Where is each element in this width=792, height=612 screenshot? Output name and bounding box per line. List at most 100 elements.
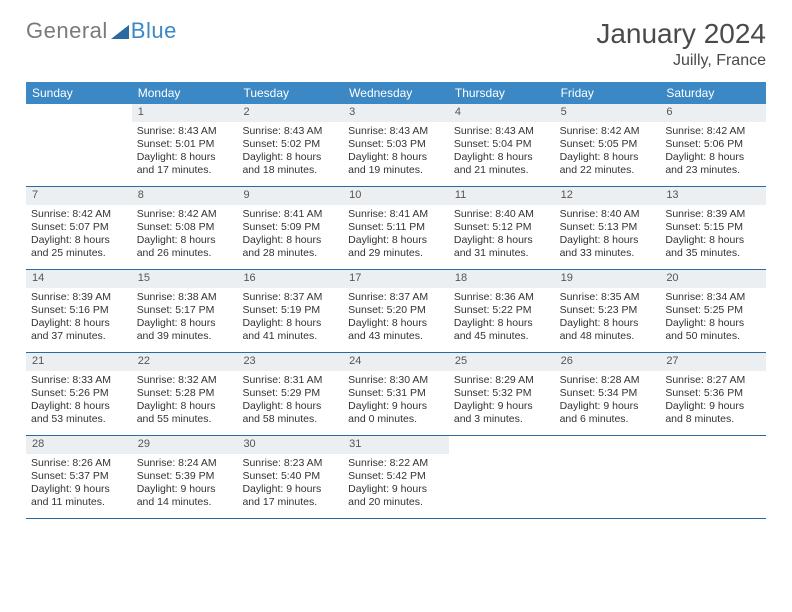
day-cell: 2Sunrise: 8:43 AMSunset: 5:02 PMDaylight… bbox=[237, 104, 343, 186]
sunset-text: Sunset: 5:42 PM bbox=[348, 470, 444, 483]
day-number: 22 bbox=[132, 353, 238, 371]
sunrise-text: Sunrise: 8:33 AM bbox=[31, 374, 127, 387]
sunrise-text: Sunrise: 8:29 AM bbox=[454, 374, 550, 387]
day-number: 17 bbox=[343, 270, 449, 288]
day-body: Sunrise: 8:23 AMSunset: 5:40 PMDaylight:… bbox=[237, 454, 343, 515]
daylight-text: Daylight: 8 hours and 37 minutes. bbox=[31, 317, 127, 343]
daylight-text: Daylight: 9 hours and 14 minutes. bbox=[137, 483, 233, 509]
sunrise-text: Sunrise: 8:37 AM bbox=[348, 291, 444, 304]
logo-text-left: General bbox=[26, 18, 108, 44]
daylight-text: Daylight: 8 hours and 21 minutes. bbox=[454, 151, 550, 177]
day-cell: 26Sunrise: 8:28 AMSunset: 5:34 PMDayligh… bbox=[555, 353, 661, 435]
daylight-text: Daylight: 9 hours and 8 minutes. bbox=[665, 400, 761, 426]
day-cell: 22Sunrise: 8:32 AMSunset: 5:28 PMDayligh… bbox=[132, 353, 238, 435]
day-cell: 8Sunrise: 8:42 AMSunset: 5:08 PMDaylight… bbox=[132, 187, 238, 269]
sunset-text: Sunset: 5:17 PM bbox=[137, 304, 233, 317]
weeks-container: 1Sunrise: 8:43 AMSunset: 5:01 PMDaylight… bbox=[26, 104, 766, 519]
day-body: Sunrise: 8:22 AMSunset: 5:42 PMDaylight:… bbox=[343, 454, 449, 515]
day-body: Sunrise: 8:42 AMSunset: 5:05 PMDaylight:… bbox=[555, 122, 661, 183]
sunrise-text: Sunrise: 8:22 AM bbox=[348, 457, 444, 470]
day-header: Monday bbox=[132, 82, 238, 104]
sunrise-text: Sunrise: 8:41 AM bbox=[242, 208, 338, 221]
day-body: Sunrise: 8:33 AMSunset: 5:26 PMDaylight:… bbox=[26, 371, 132, 432]
day-cell bbox=[555, 436, 661, 518]
sunrise-text: Sunrise: 8:28 AM bbox=[560, 374, 656, 387]
sunset-text: Sunset: 5:03 PM bbox=[348, 138, 444, 151]
sunrise-text: Sunrise: 8:39 AM bbox=[31, 291, 127, 304]
daylight-text: Daylight: 9 hours and 20 minutes. bbox=[348, 483, 444, 509]
page-title: January 2024 bbox=[596, 18, 766, 50]
day-body: Sunrise: 8:43 AMSunset: 5:02 PMDaylight:… bbox=[237, 122, 343, 183]
sunrise-text: Sunrise: 8:27 AM bbox=[665, 374, 761, 387]
daylight-text: Daylight: 8 hours and 50 minutes. bbox=[665, 317, 761, 343]
week-row: 14Sunrise: 8:39 AMSunset: 5:16 PMDayligh… bbox=[26, 270, 766, 353]
day-number: 9 bbox=[237, 187, 343, 205]
day-cell: 5Sunrise: 8:42 AMSunset: 5:05 PMDaylight… bbox=[555, 104, 661, 186]
day-cell bbox=[660, 436, 766, 518]
week-row: 7Sunrise: 8:42 AMSunset: 5:07 PMDaylight… bbox=[26, 187, 766, 270]
day-number: 3 bbox=[343, 104, 449, 122]
sunrise-text: Sunrise: 8:43 AM bbox=[137, 125, 233, 138]
day-cell: 31Sunrise: 8:22 AMSunset: 5:42 PMDayligh… bbox=[343, 436, 449, 518]
day-header: Wednesday bbox=[343, 82, 449, 104]
day-number: 1 bbox=[132, 104, 238, 122]
sunset-text: Sunset: 5:20 PM bbox=[348, 304, 444, 317]
sunset-text: Sunset: 5:04 PM bbox=[454, 138, 550, 151]
daylight-text: Daylight: 8 hours and 29 minutes. bbox=[348, 234, 444, 260]
day-cell: 6Sunrise: 8:42 AMSunset: 5:06 PMDaylight… bbox=[660, 104, 766, 186]
daylight-text: Daylight: 9 hours and 0 minutes. bbox=[348, 400, 444, 426]
day-body: Sunrise: 8:36 AMSunset: 5:22 PMDaylight:… bbox=[449, 288, 555, 349]
day-cell: 30Sunrise: 8:23 AMSunset: 5:40 PMDayligh… bbox=[237, 436, 343, 518]
sunset-text: Sunset: 5:40 PM bbox=[242, 470, 338, 483]
day-cell: 20Sunrise: 8:34 AMSunset: 5:25 PMDayligh… bbox=[660, 270, 766, 352]
day-number: 28 bbox=[26, 436, 132, 454]
daylight-text: Daylight: 8 hours and 25 minutes. bbox=[31, 234, 127, 260]
daylight-text: Daylight: 8 hours and 39 minutes. bbox=[137, 317, 233, 343]
sunset-text: Sunset: 5:15 PM bbox=[665, 221, 761, 234]
day-body: Sunrise: 8:43 AMSunset: 5:04 PMDaylight:… bbox=[449, 122, 555, 183]
day-number: 15 bbox=[132, 270, 238, 288]
day-cell bbox=[449, 436, 555, 518]
day-body: Sunrise: 8:37 AMSunset: 5:19 PMDaylight:… bbox=[237, 288, 343, 349]
day-number: 18 bbox=[449, 270, 555, 288]
day-body: Sunrise: 8:35 AMSunset: 5:23 PMDaylight:… bbox=[555, 288, 661, 349]
day-number: 19 bbox=[555, 270, 661, 288]
day-number: 6 bbox=[660, 104, 766, 122]
day-number: 2 bbox=[237, 104, 343, 122]
daylight-text: Daylight: 8 hours and 35 minutes. bbox=[665, 234, 761, 260]
day-cell: 18Sunrise: 8:36 AMSunset: 5:22 PMDayligh… bbox=[449, 270, 555, 352]
sunset-text: Sunset: 5:25 PM bbox=[665, 304, 761, 317]
daylight-text: Daylight: 8 hours and 41 minutes. bbox=[242, 317, 338, 343]
day-cell: 27Sunrise: 8:27 AMSunset: 5:36 PMDayligh… bbox=[660, 353, 766, 435]
daylight-text: Daylight: 8 hours and 26 minutes. bbox=[137, 234, 233, 260]
day-body: Sunrise: 8:28 AMSunset: 5:34 PMDaylight:… bbox=[555, 371, 661, 432]
day-body: Sunrise: 8:43 AMSunset: 5:03 PMDaylight:… bbox=[343, 122, 449, 183]
daylight-text: Daylight: 8 hours and 53 minutes. bbox=[31, 400, 127, 426]
day-body: Sunrise: 8:43 AMSunset: 5:01 PMDaylight:… bbox=[132, 122, 238, 183]
day-cell: 11Sunrise: 8:40 AMSunset: 5:12 PMDayligh… bbox=[449, 187, 555, 269]
day-cell: 4Sunrise: 8:43 AMSunset: 5:04 PMDaylight… bbox=[449, 104, 555, 186]
sunrise-text: Sunrise: 8:37 AM bbox=[242, 291, 338, 304]
day-cell: 21Sunrise: 8:33 AMSunset: 5:26 PMDayligh… bbox=[26, 353, 132, 435]
daylight-text: Daylight: 8 hours and 48 minutes. bbox=[560, 317, 656, 343]
logo-text-right: Blue bbox=[131, 18, 177, 44]
sunset-text: Sunset: 5:07 PM bbox=[31, 221, 127, 234]
day-cell: 19Sunrise: 8:35 AMSunset: 5:23 PMDayligh… bbox=[555, 270, 661, 352]
daylight-text: Daylight: 8 hours and 33 minutes. bbox=[560, 234, 656, 260]
sunrise-text: Sunrise: 8:42 AM bbox=[560, 125, 656, 138]
sunrise-text: Sunrise: 8:40 AM bbox=[454, 208, 550, 221]
sunrise-text: Sunrise: 8:39 AM bbox=[665, 208, 761, 221]
day-body: Sunrise: 8:37 AMSunset: 5:20 PMDaylight:… bbox=[343, 288, 449, 349]
day-body: Sunrise: 8:26 AMSunset: 5:37 PMDaylight:… bbox=[26, 454, 132, 515]
daylight-text: Daylight: 8 hours and 45 minutes. bbox=[454, 317, 550, 343]
day-cell bbox=[26, 104, 132, 186]
day-header: Friday bbox=[555, 82, 661, 104]
sunset-text: Sunset: 5:05 PM bbox=[560, 138, 656, 151]
sunrise-text: Sunrise: 8:38 AM bbox=[137, 291, 233, 304]
day-header: Thursday bbox=[449, 82, 555, 104]
logo-wedge-icon bbox=[111, 23, 129, 39]
sunrise-text: Sunrise: 8:30 AM bbox=[348, 374, 444, 387]
sunrise-text: Sunrise: 8:42 AM bbox=[665, 125, 761, 138]
day-number: 13 bbox=[660, 187, 766, 205]
day-number: 11 bbox=[449, 187, 555, 205]
